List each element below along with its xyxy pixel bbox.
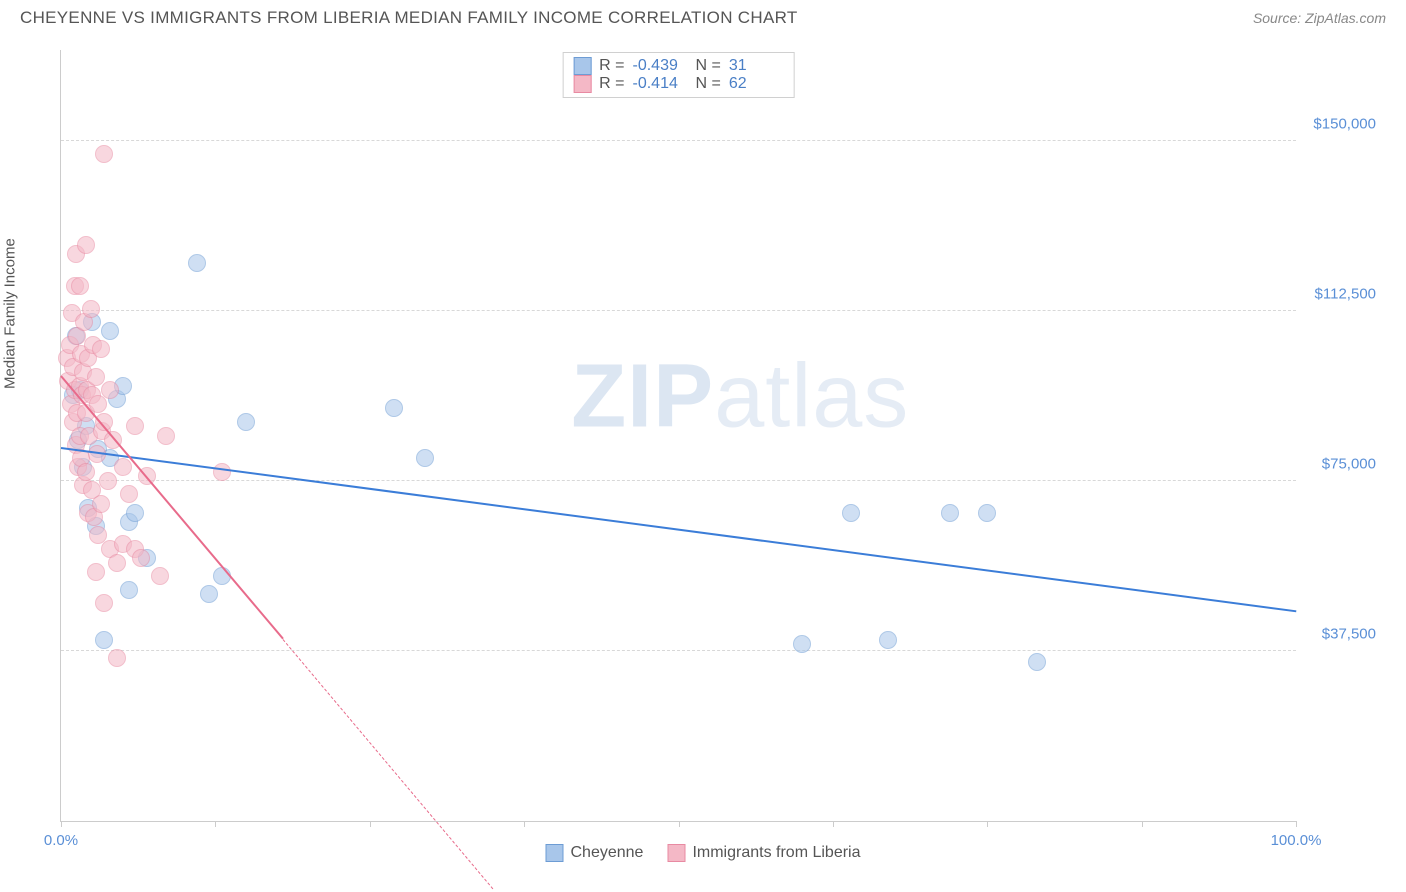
gridline: [61, 140, 1296, 141]
data-point: [879, 631, 897, 649]
series-legend: Cheyenne Immigrants from Liberia: [546, 844, 861, 862]
data-point: [92, 495, 110, 513]
x-tick: [679, 821, 680, 827]
trend-line: [61, 447, 1296, 612]
legend-item-liberia: Immigrants from Liberia: [667, 844, 860, 862]
data-point: [120, 485, 138, 503]
data-point: [87, 563, 105, 581]
legend-row-cheyenne: R = -0.439 N = 31: [573, 57, 784, 75]
data-point: [77, 236, 95, 254]
y-tick-label: $37,500: [1301, 625, 1376, 642]
x-tick: [833, 821, 834, 827]
x-tick: [987, 821, 988, 827]
data-point: [188, 254, 206, 272]
swatch-liberia-bottom: [667, 844, 685, 862]
data-point: [1028, 653, 1046, 671]
data-point: [114, 458, 132, 476]
y-axis-label: Median Family Income: [2, 238, 19, 389]
y-tick-label: $150,000: [1301, 115, 1376, 132]
data-point: [157, 427, 175, 445]
data-point: [101, 322, 119, 340]
data-point: [108, 649, 126, 667]
data-point: [385, 399, 403, 417]
data-point: [793, 635, 811, 653]
data-point: [95, 145, 113, 163]
x-tick-label: 0.0%: [44, 832, 78, 849]
correlation-legend: R = -0.439 N = 31 R = -0.414 N = 62: [562, 52, 795, 98]
data-point: [95, 594, 113, 612]
x-tick: [1142, 821, 1143, 827]
y-tick-label: $75,000: [1301, 455, 1376, 472]
legend-row-liberia: R = -0.414 N = 62: [573, 75, 784, 93]
data-point: [126, 417, 144, 435]
data-point: [200, 585, 218, 603]
chart-header: CHEYENNE VS IMMIGRANTS FROM LIBERIA MEDI…: [0, 0, 1406, 32]
x-tick: [524, 821, 525, 827]
data-point: [71, 277, 89, 295]
data-point: [132, 549, 150, 567]
legend-item-cheyenne: Cheyenne: [546, 844, 644, 862]
swatch-liberia: [573, 75, 591, 93]
x-tick: [1296, 821, 1297, 827]
data-point: [151, 567, 169, 585]
data-point: [108, 554, 126, 572]
watermark: ZIPatlas: [571, 345, 909, 448]
swatch-cheyenne-bottom: [546, 844, 564, 862]
x-tick-label: 100.0%: [1271, 832, 1322, 849]
x-tick: [215, 821, 216, 827]
data-point: [92, 340, 110, 358]
gridline: [61, 650, 1296, 651]
data-point: [101, 381, 119, 399]
data-point: [978, 504, 996, 522]
gridline: [61, 480, 1296, 481]
data-point: [99, 472, 117, 490]
chart-title: CHEYENNE VS IMMIGRANTS FROM LIBERIA MEDI…: [20, 8, 798, 28]
chart-source: Source: ZipAtlas.com: [1253, 10, 1386, 26]
data-point: [82, 300, 100, 318]
data-point: [237, 413, 255, 431]
data-point: [842, 504, 860, 522]
data-point: [120, 581, 138, 599]
plot-region: ZIPatlas R = -0.439 N = 31 R = -0.414 N …: [60, 50, 1296, 822]
chart-area: Median Family Income ZIPatlas R = -0.439…: [20, 40, 1386, 872]
data-point: [126, 504, 144, 522]
data-point: [941, 504, 959, 522]
data-point: [95, 631, 113, 649]
swatch-cheyenne: [573, 57, 591, 75]
trend-line: [283, 639, 494, 889]
x-tick: [61, 821, 62, 827]
data-point: [87, 368, 105, 386]
gridline: [61, 310, 1296, 311]
data-point: [213, 463, 231, 481]
data-point: [416, 449, 434, 467]
x-tick: [370, 821, 371, 827]
y-tick-label: $112,500: [1301, 285, 1376, 302]
data-point: [77, 463, 95, 481]
